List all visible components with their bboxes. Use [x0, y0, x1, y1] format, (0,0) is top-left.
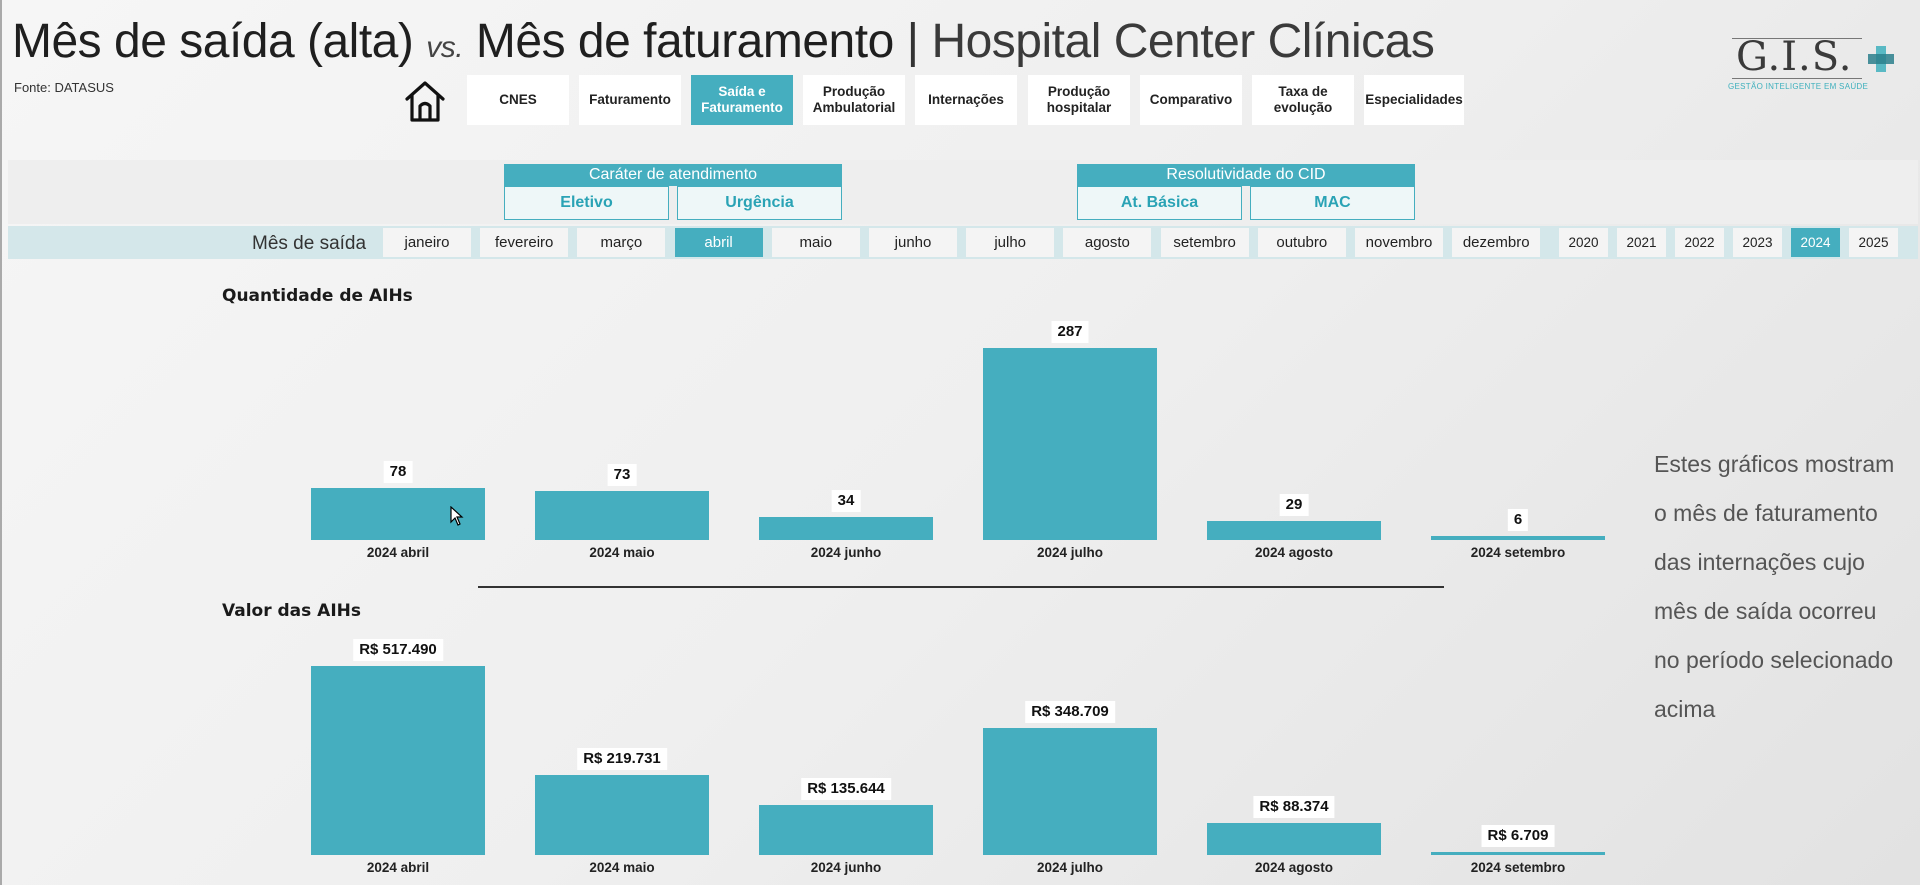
bar-qtd-4[interactable]	[983, 348, 1157, 540]
year-button-5[interactable]: 2024	[1791, 228, 1840, 257]
filter-mac-button[interactable]: MAC	[1250, 186, 1415, 220]
month-button-3[interactable]: março	[577, 228, 666, 257]
month-button-11[interactable]: novembro	[1355, 228, 1443, 257]
x-label-qtd-3: 2024 junho	[810, 545, 882, 560]
x-label-qtd-1: 2024 abril	[366, 545, 430, 560]
nav-button-6[interactable]: Produção hospitalar	[1028, 75, 1130, 125]
month-button-2[interactable]: fevereiro	[480, 228, 569, 257]
bar-valor-3[interactable]	[759, 805, 933, 855]
logo-line-bottom	[1732, 78, 1862, 79]
title-part2: Mês de faturamento	[475, 15, 894, 68]
month-button-4[interactable]: abril	[674, 228, 763, 257]
title-vs: vs.	[426, 31, 464, 64]
title-part1: Mês de saída (alta)	[12, 15, 414, 68]
mouse-cursor-icon	[450, 506, 464, 526]
x-label-valor-4: 2024 julho	[1036, 860, 1104, 875]
nav-button-3[interactable]: Saída e Faturamento	[691, 75, 793, 125]
month-button-5[interactable]: maio	[771, 228, 860, 257]
month-filter-label: Mês de saída	[252, 233, 367, 254]
year-button-6[interactable]: 2025	[1849, 228, 1898, 257]
filter-band	[8, 160, 1918, 224]
nav-button-4[interactable]: Produção Ambulatorial	[803, 75, 905, 125]
data-label-qtd-1: 78	[383, 461, 413, 483]
nav-button-8[interactable]: Taxa de evolução	[1252, 75, 1354, 125]
year-button-3[interactable]: 2022	[1675, 228, 1724, 257]
year-button-1[interactable]: 2020	[1559, 228, 1608, 257]
bar-qtd-2[interactable]	[535, 491, 709, 540]
x-label-valor-5: 2024 agosto	[1254, 860, 1334, 875]
bar-qtd-5[interactable]	[1207, 521, 1381, 540]
filter-eletivo-button[interactable]: Eletivo	[504, 186, 669, 220]
data-source: Fonte: DATASUS	[14, 80, 114, 95]
filter-urgencia-button[interactable]: Urgência	[677, 186, 842, 220]
nav-button-5[interactable]: Internações	[915, 75, 1017, 125]
data-label-valor-5: R$ 88.374	[1253, 796, 1335, 818]
x-label-valor-1: 2024 abril	[366, 860, 430, 875]
data-label-qtd-6: 6	[1507, 509, 1529, 531]
data-label-qtd-4: 287	[1051, 321, 1089, 343]
month-button-6[interactable]: junho	[869, 228, 957, 257]
month-button-9[interactable]: setembro	[1160, 228, 1249, 257]
side-note: Estes gráficos mostram o mês de faturame…	[1654, 451, 1895, 722]
data-label-valor-1: R$ 517.490	[353, 639, 443, 661]
year-button-2[interactable]: 2021	[1617, 228, 1666, 257]
logo-line-top	[1732, 38, 1862, 39]
carater-title: Caráter de atendimento	[504, 164, 842, 186]
resolutividade-title: Resolutividade do CID	[1077, 164, 1415, 186]
bar-valor-4[interactable]	[983, 728, 1157, 855]
data-label-valor-2: R$ 219.731	[577, 748, 667, 770]
month-button-10[interactable]: outubro	[1257, 228, 1346, 257]
data-label-valor-3: R$ 135.644	[801, 778, 891, 800]
nav-button-9[interactable]: Especialidades	[1364, 75, 1464, 125]
logo-subtitle: GESTÃO INTELIGENTE EM SAÚDE	[1728, 82, 1869, 91]
medical-cross-icon	[1868, 46, 1894, 72]
nav-button-1[interactable]: CNES	[467, 75, 569, 125]
x-label-qtd-2: 2024 maio	[589, 545, 655, 560]
x-label-qtd-5: 2024 agosto	[1254, 545, 1334, 560]
x-label-qtd-4: 2024 julho	[1036, 545, 1104, 560]
nav-button-7[interactable]: Comparativo	[1140, 75, 1242, 125]
month-button-1[interactable]: janeiro	[383, 228, 471, 257]
x-label-valor-3: 2024 junho	[810, 860, 882, 875]
bar-valor-5[interactable]	[1207, 823, 1381, 855]
bar-valor-2[interactable]	[535, 775, 709, 855]
chart-valor-title: Valor das AIHs	[222, 601, 362, 621]
page-title: Mês de saída (alta) vs. Mês de faturamen…	[12, 10, 1435, 80]
bar-qtd-6[interactable]	[1431, 536, 1605, 540]
x-label-valor-2: 2024 maio	[589, 860, 655, 875]
x-label-qtd-6: 2024 setembro	[1470, 545, 1566, 560]
data-label-valor-4: R$ 348.709	[1025, 701, 1115, 723]
bar-valor-6[interactable]	[1431, 852, 1605, 855]
filter-at-basica-button[interactable]: At. Básica	[1077, 186, 1242, 220]
title-part3: Hospital Center Clínicas	[931, 15, 1435, 68]
data-label-qtd-5: 29	[1279, 494, 1309, 516]
data-label-qtd-2: 73	[607, 464, 637, 486]
nav-button-2[interactable]: Faturamento	[579, 75, 681, 125]
bar-qtd-3[interactable]	[759, 517, 933, 540]
chart-divider	[478, 586, 1444, 588]
year-button-4[interactable]: 2023	[1733, 228, 1782, 257]
x-label-valor-6: 2024 setembro	[1470, 860, 1566, 875]
gis-logo: G.I.S. GESTÃO INTELIGENTE EM SAÚDE	[1728, 34, 1894, 94]
data-label-valor-6: R$ 6.709	[1481, 825, 1555, 847]
window-edge	[0, 0, 2, 885]
month-button-7[interactable]: julho	[966, 228, 1055, 257]
home-icon[interactable]	[402, 78, 448, 124]
title-separator: |	[906, 15, 919, 68]
chart-qtd-title: Quantidade de AIHs	[222, 286, 413, 306]
month-button-8[interactable]: agosto	[1063, 228, 1152, 257]
data-label-qtd-3: 34	[831, 490, 861, 512]
logo-text: G.I.S.	[1736, 34, 1853, 80]
month-button-12[interactable]: dezembro	[1452, 228, 1541, 257]
bar-valor-1[interactable]	[311, 666, 485, 855]
